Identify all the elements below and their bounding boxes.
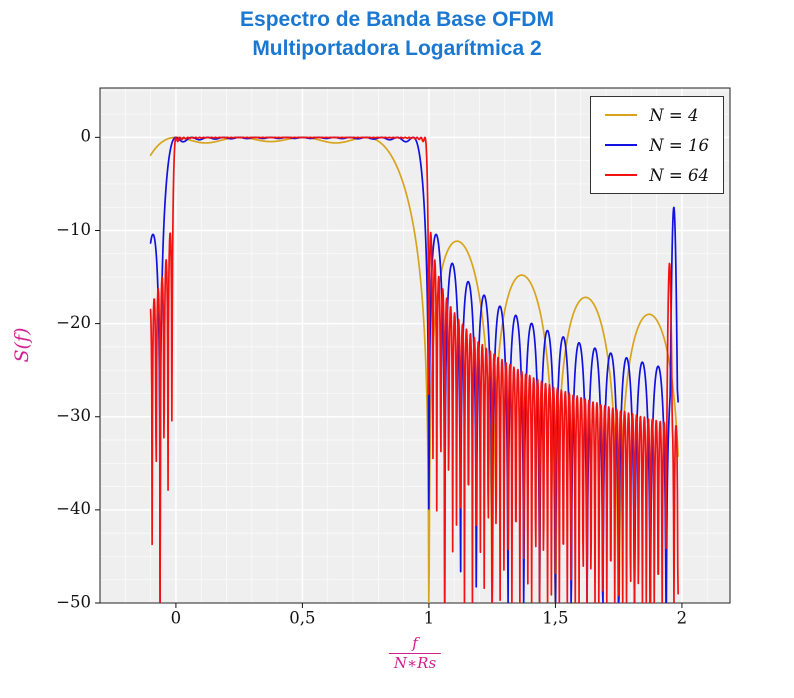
legend-line-sample — [605, 174, 638, 176]
legend-entry-64: N = 64 — [605, 164, 709, 186]
legend-line-sample — [605, 144, 638, 146]
x-axis-label-denominator: N∗Rs — [388, 652, 442, 673]
plot-title: Espectro de Banda Base OFDM Multiportado… — [0, 5, 794, 64]
legend-entry-label: N = 4 — [649, 105, 699, 125]
x-axis-label: f N∗Rs — [388, 634, 442, 673]
legend-line-sample — [605, 114, 638, 116]
y-axis-label: S(f) — [11, 327, 33, 363]
x-axis-label-numerator: f — [412, 634, 418, 652]
plot-title-line2: Multiportadora Logarítmica 2 — [252, 37, 542, 61]
legend-entry-label: N = 64 — [649, 165, 709, 185]
legend-entry-label: N = 16 — [649, 135, 709, 155]
legend-entry-16: N = 16 — [605, 134, 709, 156]
legend-entry-4: N = 4 — [605, 104, 709, 126]
legend: N = 4 N = 16 N = 64 — [590, 96, 724, 194]
plot-title-line1: Espectro de Banda Base OFDM — [240, 8, 554, 31]
